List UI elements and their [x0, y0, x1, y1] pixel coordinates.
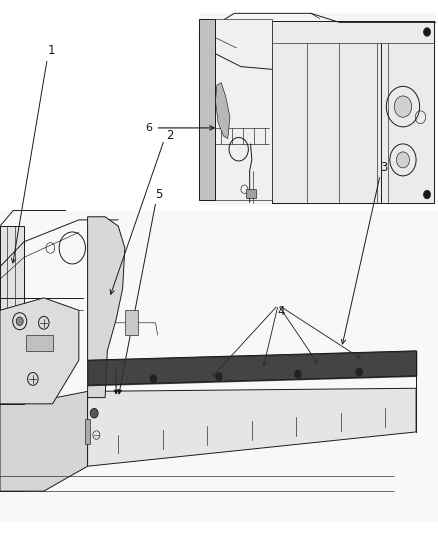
Polygon shape [215, 19, 272, 200]
Circle shape [394, 96, 412, 117]
Circle shape [295, 370, 301, 378]
Text: 2: 2 [166, 130, 174, 142]
Polygon shape [215, 83, 230, 139]
Text: 6: 6 [145, 123, 152, 133]
Polygon shape [26, 335, 53, 351]
Text: 3: 3 [381, 161, 388, 174]
Circle shape [424, 190, 431, 199]
Circle shape [356, 368, 362, 376]
Polygon shape [0, 226, 24, 404]
Polygon shape [246, 189, 256, 198]
Text: 4: 4 [277, 305, 285, 318]
Polygon shape [88, 217, 125, 398]
Polygon shape [0, 211, 438, 522]
Polygon shape [272, 21, 434, 203]
Polygon shape [88, 388, 416, 466]
Circle shape [424, 28, 431, 36]
Polygon shape [199, 19, 215, 200]
Circle shape [396, 152, 410, 168]
Circle shape [90, 408, 98, 418]
Polygon shape [0, 298, 79, 404]
Text: 1: 1 [48, 44, 56, 57]
Polygon shape [199, 13, 436, 205]
Circle shape [216, 373, 222, 381]
Polygon shape [85, 419, 90, 445]
Circle shape [16, 317, 23, 326]
Polygon shape [0, 391, 88, 491]
Circle shape [150, 375, 156, 383]
Polygon shape [125, 310, 138, 335]
Text: 5: 5 [155, 188, 162, 201]
Polygon shape [0, 398, 24, 491]
